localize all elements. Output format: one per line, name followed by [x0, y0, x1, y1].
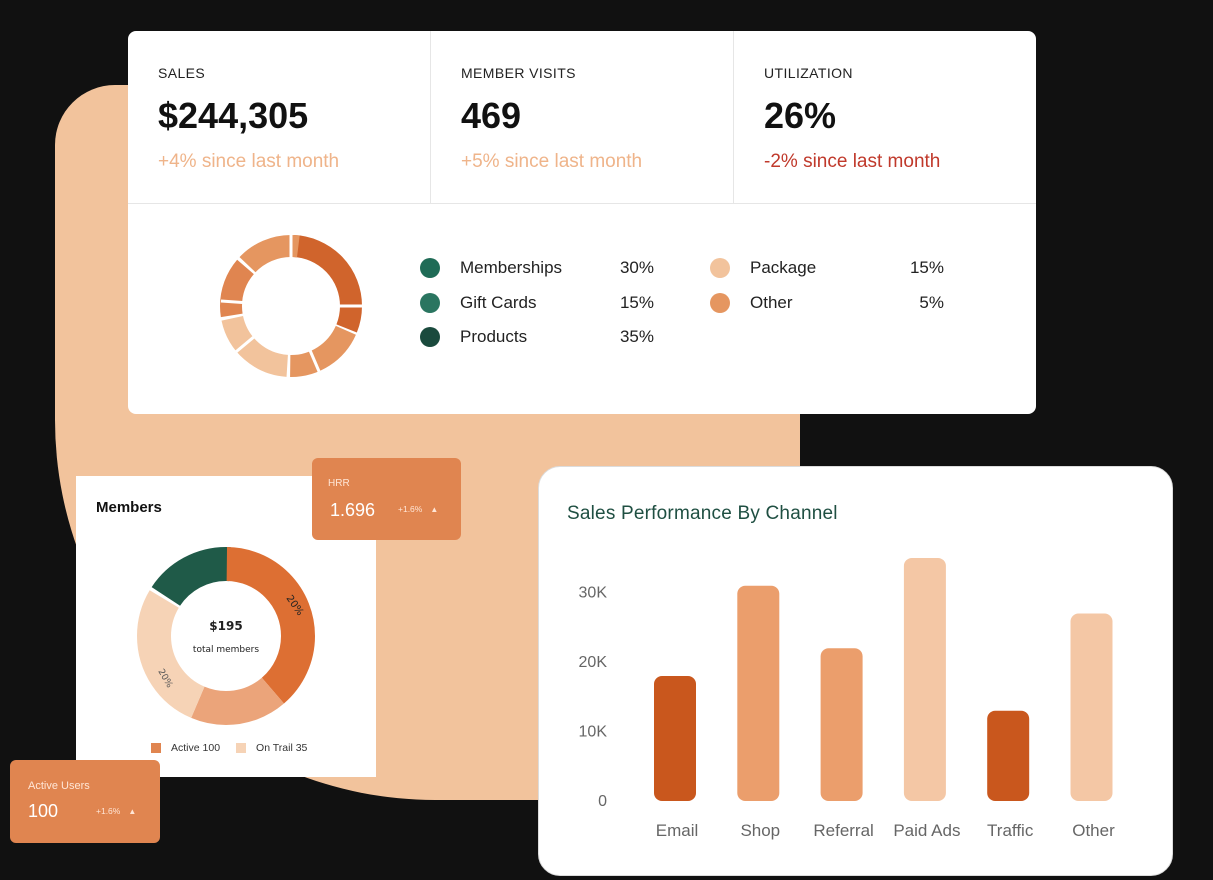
donut-divider: [220, 299, 292, 308]
kpi-value: 26%: [764, 95, 837, 136]
kpi-utilization: UTILIZATION 26% -2% since last month: [734, 31, 1036, 203]
kpi-label: SALES: [158, 65, 206, 81]
legend-swatch: [236, 743, 247, 753]
members-title: Members: [96, 499, 162, 516]
legend-value: 15%: [909, 258, 944, 278]
bar[interactable]: [903, 557, 946, 801]
kpi-change: +4% since last month: [158, 151, 340, 172]
x-tick-label: Referral: [813, 821, 873, 840]
badge-change-value: +1.6%: [398, 504, 423, 514]
breakdown-legend-right: Package 15% Other 5%: [710, 251, 944, 320]
legend-dot: [420, 327, 440, 348]
y-tick-label: 10K: [579, 724, 608, 741]
kpi-change: +5% since last month: [461, 151, 643, 172]
legend-value: 35%: [619, 327, 654, 347]
legend-dot: [710, 292, 730, 313]
members-donut-chart: 20% 20% $195 total members: [137, 547, 315, 725]
legend-dot: [420, 258, 440, 279]
x-tick-label: Other: [1072, 821, 1115, 840]
x-tick-label: Traffic: [987, 821, 1034, 840]
badge-label: HRR: [328, 478, 350, 489]
legend-item: Gift Cards 15%: [420, 286, 654, 321]
hrr-badge[interactable]: HRR 1.696 +1.6% ▲: [312, 458, 461, 540]
breakdown-legend-left: Memberships 30% Gift Cards 15% Products …: [420, 251, 654, 355]
legend-value: 30%: [619, 258, 654, 278]
members-card: Members 20% 20% $195 total members Activ…: [76, 476, 376, 777]
kpi-member-visits: MEMBER VISITS 469 +5% since last month: [431, 31, 734, 203]
donut-divider: [289, 305, 323, 377]
x-tick-label: Paid Ads: [893, 821, 960, 840]
badge-change: +1.6% ▲: [398, 504, 438, 514]
legend-item: Products 35%: [420, 320, 654, 355]
donut-divider: [230, 304, 292, 358]
bar[interactable]: [654, 676, 696, 801]
triangle-up-icon: ▲: [128, 807, 137, 816]
kpi-row: SALES $244,305 +4% since last month MEMB…: [128, 31, 1036, 204]
badge-change-value: +1.6%: [96, 806, 121, 816]
legend-label: On Trail 35: [256, 742, 308, 754]
badge-value: 1.696: [330, 500, 376, 520]
donut-segment: [220, 235, 362, 377]
y-tick-label: 20K: [579, 654, 608, 671]
bar[interactable]: [737, 585, 780, 801]
triangle-up-icon: ▲: [430, 505, 439, 514]
donut-segment: [137, 547, 315, 725]
donut-segment: [137, 547, 315, 725]
kpi-value: $244,305: [158, 95, 309, 136]
chart-title: Sales Performance By Channel: [567, 503, 838, 524]
badge-label: Active Users: [28, 780, 90, 792]
legend-label: Package: [750, 258, 817, 278]
kpi-value: 469: [461, 95, 522, 136]
legend-label: Active 100: [171, 742, 221, 754]
active-users-badge[interactable]: Active Users 100 +1.6% ▲: [10, 760, 160, 843]
y-tick-label: 30K: [579, 585, 608, 602]
legend-value: 15%: [619, 292, 654, 312]
legend-value: 5%: [919, 292, 944, 312]
kpi-change: -2% since last month: [764, 151, 941, 172]
kpi-label: MEMBER VISITS: [461, 65, 576, 81]
legend-item: Memberships 30%: [420, 251, 654, 286]
badge-value: 100: [28, 801, 59, 821]
members-legend: Active 100 On Trail 35: [151, 742, 307, 754]
y-tick-label: 0: [598, 793, 607, 810]
revenue-donut-chart: [220, 233, 363, 377]
bar[interactable]: [987, 710, 1030, 801]
members-center-value: $195: [209, 619, 242, 633]
donut-segment: [137, 547, 315, 725]
legend-dot: [710, 258, 730, 279]
x-tick-label: Email: [656, 821, 699, 840]
donut-segment: [220, 235, 362, 377]
bar[interactable]: [820, 648, 863, 801]
members-center-label: total members: [193, 645, 259, 655]
legend-swatch: [151, 743, 161, 753]
bar[interactable]: [1070, 613, 1113, 802]
overview-card: SALES $244,305 +4% since last month MEMB…: [128, 31, 1036, 414]
x-tick-label: Shop: [740, 821, 780, 840]
donut-segment: [137, 547, 315, 725]
legend-item: Package 15%: [710, 251, 944, 286]
sales-performance-card: Sales Performance By Channel 0 10K 20K 30K E…: [538, 466, 1173, 876]
kpi-sales: SALES $244,305 +4% since last month: [128, 31, 431, 203]
legend-label: Other: [750, 292, 793, 312]
legend-dot: [420, 292, 440, 313]
badge-change: +1.6% ▲: [96, 806, 136, 816]
legend-label: Gift Cards: [460, 292, 537, 312]
legend-item: Other 5%: [710, 286, 944, 321]
legend-label: Memberships: [460, 258, 563, 278]
sales-bar-chart: 0 10K 20K 30K Email Shop Referral Paid Ads Traff…: [579, 557, 1115, 840]
kpi-label: UTILIZATION: [764, 65, 853, 81]
legend-label: Products: [460, 327, 528, 347]
